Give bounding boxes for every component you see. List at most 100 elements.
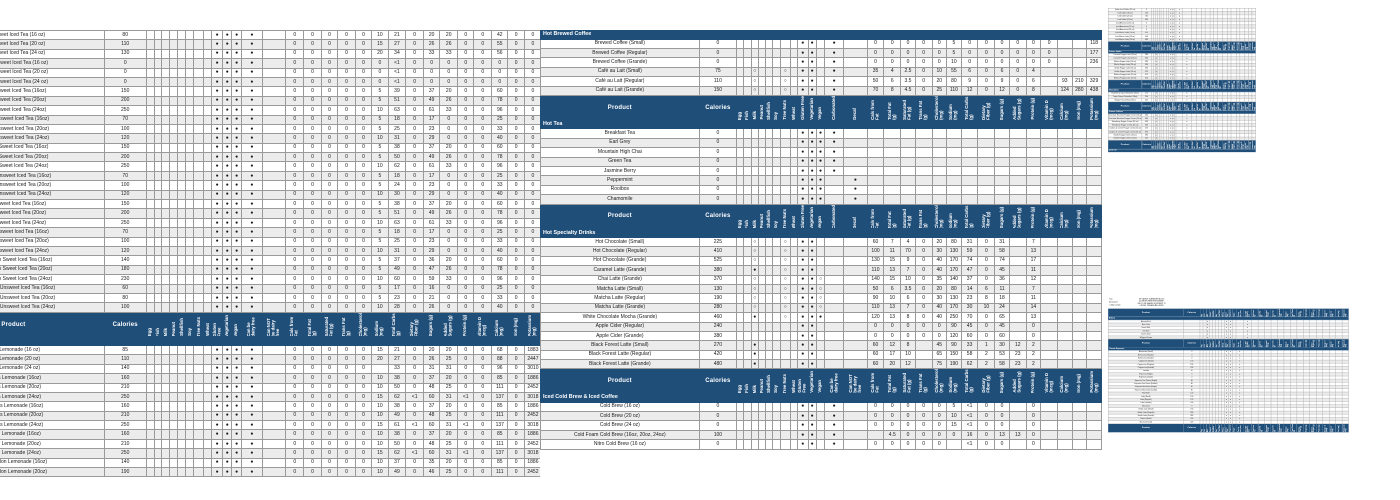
table-row[interactable]: Watermelon Unsweet Iced Tea (16oz)60●●●●… (0, 283, 542, 294)
table-row[interactable]: Watermelon Unsweet Iced Tea (24oz)100●●●… (0, 302, 542, 313)
table-row[interactable]: Hibiscus Sweet Iced Tea (16oz)150●●●●000… (0, 142, 542, 154)
table-row[interactable]: Peach Unsweet Iced Tea (16oz)70●●●●00000… (0, 227, 542, 238)
table-row[interactable]: Chamomile 0 ● ● ● ● (540, 194, 1102, 205)
table-row[interactable]: Plain Sweet Iced Tea (20 oz)110●●●●00000… (0, 39, 542, 50)
table-row[interactable]: Guava Unsweet Iced Tea (20oz)100●●●●0000… (0, 123, 542, 135)
table-thumbnail-1[interactable]: Italian Iced Coffee (16 oz) 0 ● ● ● Iced Coff… (1108, 8, 1256, 153)
table-row[interactable]: Americano (Small) 0 ● ● ● (1108, 350, 1349, 354)
table-row[interactable]: Vanilla Frappe Latte (24 oz) 510 ● ● ● ● (1108, 69, 1256, 74)
table-row[interactable]: Watermelon Lemonade (16oz)140●●●●0000010… (0, 457, 542, 469)
table-row[interactable]: Cold Foam Cold Brew (16oz, 20oz, 24oz) 10… (540, 429, 1102, 441)
table-row[interactable]: Guava Lemonade (20oz)210●●●●000001050048… (0, 382, 542, 393)
table-row[interactable]: Watermelon Sweet Iced Tea (24oz)230●●●●0… (0, 274, 542, 285)
table-row[interactable]: Cookies & Creme Frappe Creme (16 oz) 470 ●… (1108, 126, 1256, 131)
table-row[interactable]: Mocha (Grande) 420 ● ● ● (1108, 420, 1349, 424)
table-row[interactable]: Hot Chocolate (Grande) 525 ○ ○ ● ● 130 15 9 0 40 17… (540, 255, 1102, 267)
table-row[interactable]: Café au Lait (Small) 75 ○ ○ ● ● ● 35 4 2.5 0 10 55 6 0… (540, 66, 1102, 78)
table-row[interactable]: Latte (Regular) 170 ● ● ● (1108, 398, 1349, 402)
table-row[interactable]: Hibiscus Unsweet Iced Tea (16oz)70●●●●00… (0, 170, 542, 182)
table-row[interactable]: Plain Sweet Iced Tea (16 oz)80●●●●000001… (0, 30, 542, 41)
table-row[interactable]: Brewed Coffee (Regular) 0 ● ● ● 0 0 0 0 0 5 0 0 0 0 0 0 1… (540, 47, 1102, 59)
table-row[interactable]: Iced Americano (20 oz) 0 ● ● ● (1108, 24, 1256, 29)
table-row[interactable]: Espresso Con Panna (Single) 60 ● ● ● (1108, 378, 1349, 383)
table-row[interactable]: Mocha Frappe Latte (24 oz) 560 ● ● ● ● (1108, 63, 1256, 67)
table-row[interactable]: Plain Lemonade (20 oz)110●●●●00000202702… (0, 354, 542, 365)
table-row[interactable]: Peach Lemonade (20oz)210●●●●000001050048… (0, 438, 542, 450)
table-row[interactable]: Espresso Con Panna (Double) 60 ● ● ● (1108, 382, 1349, 386)
table-row[interactable]: Almond Stick ● ● ● ● (1108, 319, 1349, 324)
table-row[interactable]: Iced Coffee (20 oz) 180 ● ● ● (1108, 14, 1256, 19)
table-row[interactable]: Mountain High Chai 0 ● ● ● ● (540, 147, 1102, 158)
table-row[interactable]: Caramel Frappe Latte (16 oz) 380 ● ● ● ● (1108, 53, 1256, 57)
table-row[interactable]: Cappuccino (Small) 100 ● ● ● (1108, 359, 1349, 364)
table-row[interactable]: Peach Unsweet Iced Tea (24oz)120●●●●0000… (0, 245, 542, 257)
table-row[interactable]: Black Forest Latte (Regular) 420 ● ● ● 60 17 10… (540, 349, 1102, 361)
table-row[interactable]: Breakfast Tea 0 ● ● ● ● (540, 128, 1102, 139)
table-row[interactable]: Iced Mocha Latte (20 oz) 400 ● ● ● (1108, 34, 1256, 39)
table-row[interactable]: Latte (Grande) 240 ● ● ● (1108, 401, 1349, 405)
table-row[interactable]: Brewed Coffee (Small) 0 ● ● ● 0 0 0 0 0 5 0 0 0 0 0 0 118 (540, 38, 1102, 50)
table-row[interactable]: Jasmine Berry 0 ● ● ● ● (540, 165, 1102, 177)
table-row[interactable]: Brewed Coffee (Grande) 0 ● ● ● 0 0 0 0 0 10 0 0 0 0 0 0 2… (540, 57, 1102, 68)
table-row[interactable]: Peach Sweet Iced Tea (16oz)150●●●●000005… (0, 199, 542, 210)
table-thumbnail-2[interactable]: Product Calories Egg Fish Milk Peanut Shellfis… (1108, 308, 1349, 433)
table-row[interactable]: Watermelon Lemonade (20oz)190●●●●0000010… (0, 467, 542, 478)
table-row[interactable]: Caramel Frappe Latte (24 oz) 530 ● ● ● ● (1108, 56, 1256, 61)
table-row[interactable]: Rooibos 0 ● ● ● ● (540, 184, 1102, 196)
table-row[interactable]: Vanilla Frappe Latte (16 oz) 360 ● ● ● ● (1108, 66, 1256, 71)
table-row[interactable]: Chocolate Hazelnut Frappe Creme (24 oz) 6… (1108, 116, 1256, 121)
table-row[interactable]: Guava Sweet Iced Tea (20oz)200●●●●000005… (0, 95, 542, 107)
table-row[interactable]: Apple Cider (Grande) 380 ● ● 0 0 0 0 0 120 60 0 60 0 (540, 330, 1102, 342)
table-row[interactable]: Café au Lait (Regular) 110 ○ ○ ● ● ● 50 6 3.5 0 20 8… (540, 76, 1102, 87)
page-hot-drinks[interactable]: Hot Brewed Coffee Brewed Coffee (Small) 0 ●… (540, 30, 1102, 500)
table-row[interactable]: Cold Brew (24 oz) 0 ● ● ● 0 0 0 0 0 15 <1 0 0 0 (540, 420, 1102, 431)
table-row[interactable]: Watermelon Sweet Iced Tea (16oz)140●●●●0… (0, 255, 542, 266)
page-iced-tea-lemonade[interactable]: Plain Sweet Iced Tea (16 oz)80●●●●000001… (0, 30, 542, 500)
table-row[interactable]: Nitro Cold Brew (16 oz) 0 ● ● ● 0 0 0 0 0 <1 0 0 0 (540, 439, 1102, 450)
table-row[interactable]: Vanilla Latte (Grande) 380 ● ● ● (1108, 414, 1349, 418)
table-row[interactable]: Plain Lemonade (24 oz)140●●●●00000330313… (0, 363, 542, 375)
table-row[interactable]: Vanilla Latte (Small) 190 ● ● ● (1108, 407, 1349, 412)
table-row[interactable]: Hot Chocolate (Small) 225 ○ ○ ● ● 60 7 4 0 20 80 31 0… (540, 236, 1102, 248)
table-row[interactable]: Guava Lemonade (24oz)250●●●●000001562<16… (0, 391, 542, 403)
table-row[interactable]: Strawberry Frappe Creme (16 oz) 400 ● ● ● ● (1108, 120, 1256, 124)
table-row[interactable]: Iced Mocha Latte (24 oz) 480 ● ● ● (1108, 37, 1256, 42)
table-row[interactable]: Peach Sweet Iced Tea (24oz)250●●●●000001… (0, 217, 542, 229)
table-row[interactable]: Peach Lemonade (16oz)160●●●●000001038037… (0, 429, 542, 440)
table-row[interactable]: Black Forest Latte (Grande) 480 ● ● ● 60 20 12 7… (540, 359, 1102, 370)
table-row[interactable]: Hibiscus Lemonade (20oz)210●●●●000001049… (0, 410, 542, 422)
table-row[interactable]: Peach Unsweet Iced Tea (20oz)100●●●●0000… (0, 236, 542, 248)
table-row[interactable]: Mango Passionfruit (16oz) 240 ● ● ● ● (1108, 98, 1256, 102)
table-row[interactable]: Guava Unsweet Iced Tea (16oz)70●●●●00000… (0, 114, 542, 125)
table-row[interactable]: Caramel Latte (Grande) 380 ● ○ ● ● 110 13 7 0 40 17… (540, 265, 1102, 276)
page-thumbnail-espresso[interactable]: Key: ■ Contains □ May Contain WE CANNOT … (1108, 298, 1392, 494)
table-row[interactable]: Hibiscus Sweet Iced Tea (24oz)250●●●●000… (0, 161, 542, 172)
table-row[interactable]: Macchiato 0 ● ● ● (1108, 404, 1349, 408)
table-row[interactable]: Hot Chocolate (Regular) 410 ○ ○ ● ● 100 11 70 0 30… (540, 246, 1102, 257)
table-row[interactable]: Matcha Latte (Regular) 190 ○ ○ ● ● ○ 90 10 6 0 30 13… (540, 293, 1102, 304)
table-row[interactable]: Whipped Cream ● ● ● ● (1108, 335, 1349, 340)
table-row[interactable]: Americano (Regular) 0 ● ● ● (1108, 353, 1349, 357)
table-iced-tea[interactable]: Plain Sweet Iced Tea (16 oz)80●●●●000001… (0, 30, 542, 478)
table-row[interactable]: Cold Brew (16 oz) 0 ● ● ● 0 0 0 0 0 5 <1 0 0 0 (540, 401, 1102, 413)
table-row[interactable]: Guava Sweet Iced Tea (16oz)150●●●●000005… (0, 86, 542, 97)
table-row[interactable]: Matcha Frappe Latte (24 oz) 520 ● ● ● ● (1108, 76, 1256, 81)
table-row[interactable]: Peach Sweet Iced Tea (20oz)200●●●●000005… (0, 208, 542, 219)
table-row[interactable]: Watermelon Sweet Iced Tea (20oz)180●●●●0… (0, 264, 542, 276)
table-row[interactable]: Chai Latte (Grande) 370 ○ ○ ● ● ○ 140 15 10 0 35 140… (540, 274, 1102, 285)
table-row[interactable]: Green Tea 0 ● ● ● ● (540, 156, 1102, 167)
table-row[interactable]: Flat White 120 ● ● ● (1108, 391, 1349, 396)
table-row[interactable]: Latte (Small) 120 ● ● ● (1108, 394, 1349, 399)
table-row[interactable]: Plain Sweet Iced Tea (24 oz)130●●●●00000… (0, 48, 542, 60)
table-row[interactable]: Matcha Latte (Grande) 280 ○ ○ ● ● ○ 110 13 7 0 40 17… (540, 302, 1102, 314)
page-thumbnail-frozen-drinks[interactable]: Italian Iced Coffee (16 oz) 0 ● ● ● Iced Coff… (1108, 8, 1392, 278)
table-row[interactable]: Cappuccino (Grande) 200 ● ● ● (1108, 366, 1349, 370)
table-row[interactable]: Hibiscus Lemonade (16oz)160●●●●000001038… (0, 401, 542, 412)
table-row[interactable]: Apple Cider (Regular) 240 ● ● 0 0 0 0 0 90 45 0 45 0 (540, 321, 1102, 332)
table-row[interactable]: Plain Unsweet Iced Tea (16 oz)0●●●●00000… (0, 58, 542, 69)
table-row[interactable]: Vanilla Latte (Regular) 280 ● ● ● (1108, 410, 1349, 415)
table-row[interactable]: Hibiscus Unsweet Iced Tea (20oz)100●●●●0… (0, 180, 542, 191)
table-row[interactable]: Espresso (Double) 0 ● ● ● (1108, 375, 1349, 380)
table-row[interactable]: Guava Unsweet Iced Tea (24oz)120●●●●0000… (0, 133, 542, 144)
